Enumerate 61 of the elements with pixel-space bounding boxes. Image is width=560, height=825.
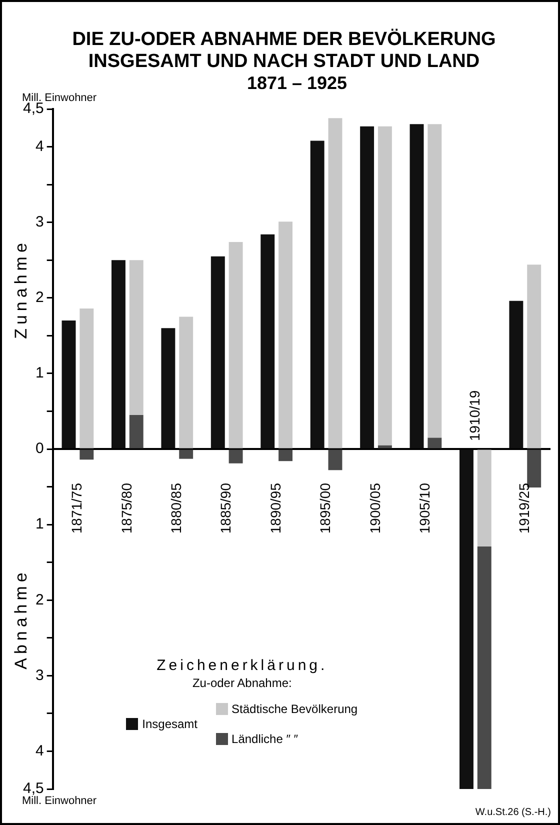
bar xyxy=(527,264,542,448)
bar xyxy=(477,450,492,546)
x-tick-label: 1905/10 xyxy=(416,482,433,534)
bar xyxy=(310,140,324,448)
y-tick-label: 0 xyxy=(36,440,44,458)
text: Mill. Einwohner xyxy=(22,795,97,808)
bar xyxy=(129,260,144,415)
y-tick-label: 4,5 xyxy=(22,780,44,798)
y-tick-label: 3 xyxy=(36,666,44,684)
x-tick-label: 1890/95 xyxy=(267,482,284,534)
bar xyxy=(80,450,94,460)
legend-label: Insgesamt xyxy=(141,716,199,733)
legend-label: Städtische Bevölkerung xyxy=(232,700,358,718)
legend-title: Zeichenerklärung. xyxy=(156,656,329,674)
x-tick-label: 1895/00 xyxy=(317,482,334,534)
bar xyxy=(328,450,342,470)
bar xyxy=(80,308,94,448)
bar xyxy=(228,242,243,448)
y-tick-label: 1 xyxy=(36,516,44,533)
y-tick-label: 2 xyxy=(36,289,44,306)
bar xyxy=(161,328,176,448)
bar xyxy=(460,450,474,789)
bar xyxy=(111,260,126,448)
y-tick-label: 1 xyxy=(36,364,44,382)
chart-title: DIE ZU-ODER ABNAHME DER BEVÖLKERUNG INSGESAMT UND NACH STADT UND LAND xyxy=(72,28,496,72)
chart-subtitle: 1871 – 1925 xyxy=(246,72,348,93)
bar xyxy=(378,126,392,446)
bar xyxy=(278,450,292,462)
y-tick-label: 3 xyxy=(36,213,44,230)
y-tick-label: 4 xyxy=(36,138,44,155)
bar xyxy=(509,300,524,448)
text: Zunahme xyxy=(12,239,31,339)
bar xyxy=(228,450,243,464)
y-tick-label: 4,5 xyxy=(22,100,44,118)
bar xyxy=(129,415,144,448)
text: W.u.St.26 (S.-H.) xyxy=(475,806,551,818)
bar xyxy=(179,450,194,459)
bar xyxy=(428,438,442,448)
bar xyxy=(179,316,194,448)
x-tick-label: 1885/90 xyxy=(218,482,234,534)
x-tick-label: 1871/75 xyxy=(68,482,85,534)
bar xyxy=(410,124,424,448)
bar xyxy=(62,320,76,448)
bar xyxy=(210,256,225,448)
bar xyxy=(360,126,374,448)
bar xyxy=(260,234,275,448)
bar xyxy=(477,546,492,789)
y-tick-label: 2 xyxy=(36,591,44,608)
x-tick-label: 1880/85 xyxy=(168,482,184,534)
bar xyxy=(378,445,392,448)
bar xyxy=(278,222,292,448)
bar xyxy=(328,118,342,448)
x-tick-label: 1875/80 xyxy=(118,482,134,534)
x-tick-label: 1919/25 xyxy=(516,482,532,534)
y-tick-label: 4 xyxy=(36,742,44,760)
bar xyxy=(428,124,442,438)
x-tick-label: 1900/05 xyxy=(366,482,383,534)
legend-label: Ländliche ″ ″ xyxy=(232,730,300,748)
text: Abnahme xyxy=(12,568,31,670)
annotation: Zu-oder Abnahme: xyxy=(191,676,293,690)
x-tick-label: 1910/19 xyxy=(466,390,482,441)
